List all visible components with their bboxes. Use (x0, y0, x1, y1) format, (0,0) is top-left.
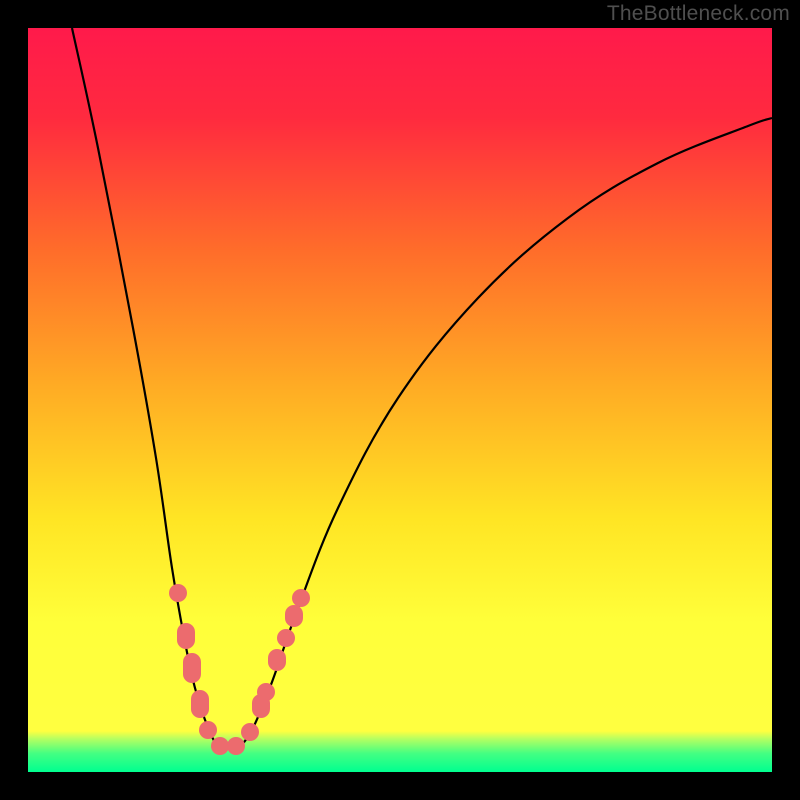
marker-dot (211, 737, 229, 755)
marker-pill (285, 605, 303, 627)
marker-pill (268, 649, 286, 671)
marker-dot (169, 584, 187, 602)
bottleneck-curve (28, 28, 772, 772)
marker-pill (183, 653, 201, 683)
marker-dot (241, 723, 259, 741)
plot-area (28, 28, 772, 772)
border-bottom (0, 772, 800, 800)
marker-dot (199, 721, 217, 739)
marker-dot (277, 629, 295, 647)
marker-pill (177, 623, 195, 649)
watermark-text: TheBottleneck.com (607, 2, 790, 26)
curve-left-branch (72, 28, 217, 746)
marker-pill (191, 690, 209, 718)
marker-dot (227, 737, 245, 755)
border-right (772, 0, 800, 800)
border-left (0, 0, 28, 800)
marker-dot (292, 589, 310, 607)
chart-frame: TheBottleneck.com (0, 0, 800, 800)
curve-right-branch (241, 118, 772, 746)
data-markers (169, 584, 310, 755)
marker-dot (257, 683, 275, 701)
